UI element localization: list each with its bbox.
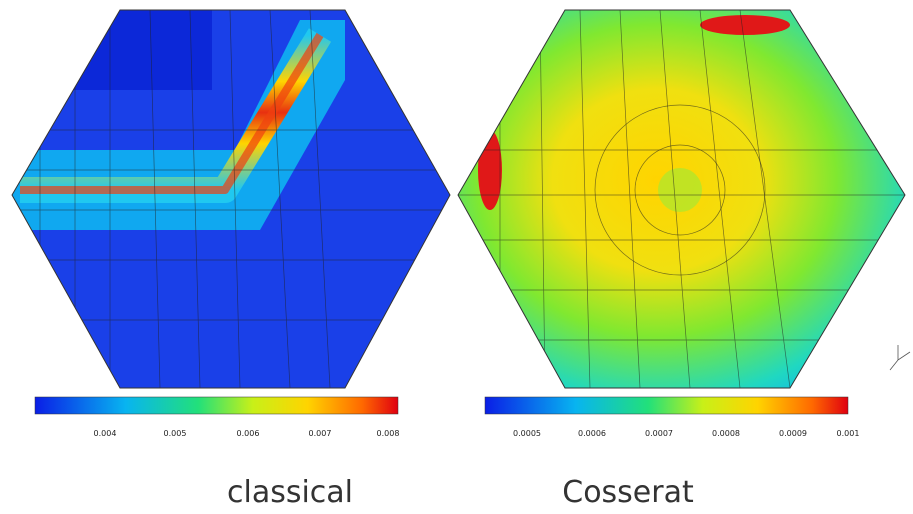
axis-triad [889, 345, 911, 371]
colorbar-tick: 0.0005 [513, 429, 541, 438]
colorbar-tick: 0.0009 [779, 429, 807, 438]
colorbar-tick: 0.007 [309, 429, 332, 438]
colorbar-tick: 0.0007 [645, 429, 673, 438]
classical-plot [12, 10, 450, 388]
colorbar-tick: 0.001 [837, 429, 860, 438]
colorbar-right: 0.0005 0.0006 0.0007 0.0008 0.0009 0.001 [484, 396, 860, 438]
colorbar-tick: 0.006 [237, 429, 260, 438]
colorbar-tick: 0.005 [164, 429, 187, 438]
cosserat-plot [458, 10, 905, 388]
caption: classical [227, 475, 353, 510]
colorbar-tick: 0.004 [94, 429, 117, 438]
caption: Cosserat [562, 475, 694, 510]
colorbar-tick: 0.0006 [578, 429, 606, 438]
colorbar-tick: 0.008 [377, 429, 400, 438]
colorbar-tick: 0.0008 [712, 429, 740, 438]
colorbar-left: 0.004 0.005 0.006 0.007 0.008 [34, 396, 400, 438]
